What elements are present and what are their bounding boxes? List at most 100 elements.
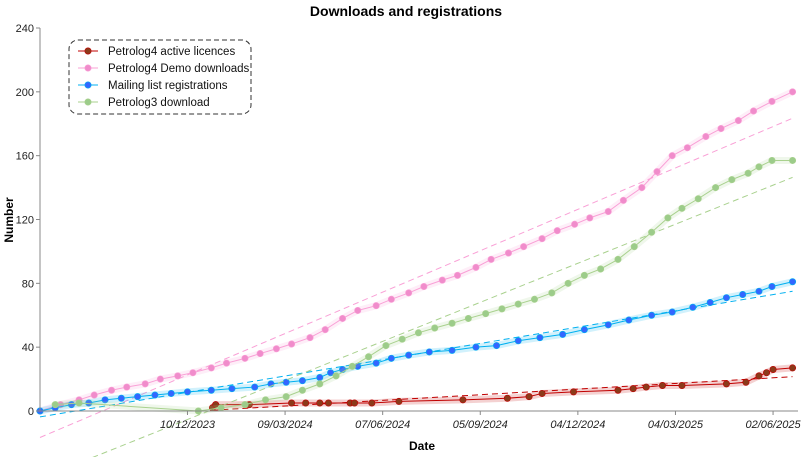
series-line	[39, 281, 793, 412]
data-point	[482, 310, 490, 318]
data-point	[141, 380, 149, 388]
data-point	[156, 375, 164, 383]
trend-line	[212, 376, 793, 411]
legend-swatch-marker	[84, 47, 92, 55]
data-point	[282, 378, 290, 386]
data-point	[123, 383, 131, 391]
data-point	[755, 163, 763, 171]
data-point	[769, 366, 777, 374]
data-point	[398, 335, 406, 343]
data-point	[189, 369, 197, 377]
data-point	[604, 208, 612, 216]
data-point	[559, 330, 567, 338]
data-point	[514, 337, 522, 345]
data-point	[241, 401, 249, 409]
y-tick-label: 0	[28, 406, 34, 418]
data-point	[151, 391, 159, 399]
data-point	[332, 372, 340, 380]
data-point	[387, 354, 395, 362]
data-point	[316, 399, 324, 407]
data-point	[348, 362, 356, 370]
data-point	[755, 287, 763, 295]
series-glow	[38, 88, 795, 415]
data-point	[256, 350, 264, 358]
data-point	[101, 396, 109, 404]
data-point	[739, 291, 747, 299]
data-point	[387, 295, 395, 303]
data-point	[614, 255, 622, 263]
data-point	[564, 279, 572, 287]
data-point	[706, 298, 714, 306]
x-axis-title: Date	[409, 439, 435, 453]
data-point	[668, 152, 676, 160]
data-point	[717, 125, 725, 133]
data-point	[324, 399, 332, 407]
data-point	[223, 359, 231, 367]
data-point	[755, 372, 763, 380]
data-point	[789, 156, 797, 164]
data-point	[536, 334, 544, 342]
data-point	[548, 289, 556, 297]
data-point	[288, 340, 296, 348]
data-point	[365, 353, 373, 361]
legend-swatch-marker	[84, 64, 92, 72]
series-group	[36, 278, 797, 418]
data-point	[327, 369, 335, 377]
data-point	[372, 359, 380, 367]
data-point	[272, 345, 280, 353]
legend-label: Petrolog4 active licences	[108, 46, 235, 58]
data-point	[789, 364, 797, 372]
data-point	[183, 388, 191, 396]
data-point	[316, 380, 324, 388]
data-point	[228, 385, 236, 393]
trend-line	[39, 117, 793, 438]
x-tick-label: 02/06/2025	[746, 419, 802, 431]
y-tick-label: 240	[16, 23, 34, 35]
data-point	[306, 334, 314, 342]
data-point	[514, 300, 522, 308]
data-point	[395, 397, 403, 405]
data-point	[108, 386, 116, 394]
data-point	[504, 249, 512, 257]
data-point	[580, 326, 588, 334]
data-point	[763, 369, 771, 377]
data-point	[321, 326, 329, 334]
data-point	[472, 343, 480, 351]
data-point	[648, 228, 656, 236]
data-point	[453, 271, 461, 279]
y-tick-label: 160	[16, 151, 34, 163]
x-tick-label: 04/12/2024	[550, 419, 605, 431]
data-point	[251, 383, 259, 391]
data-point	[339, 314, 347, 322]
chart-title: Downloads and registrations	[310, 3, 502, 19]
data-point	[570, 388, 578, 396]
series-group	[208, 364, 797, 412]
data-point	[789, 88, 797, 96]
data-point	[498, 305, 506, 313]
data-point	[174, 372, 182, 380]
data-point	[382, 342, 390, 350]
data-point	[117, 394, 125, 402]
data-point	[653, 168, 661, 176]
series-group	[36, 88, 797, 438]
data-point	[525, 393, 533, 401]
data-point	[51, 401, 59, 409]
series-glow	[39, 278, 794, 415]
data-point	[493, 342, 501, 350]
y-axis-title: Number	[2, 197, 16, 243]
data-point	[217, 404, 225, 412]
legend-box	[68, 39, 252, 115]
data-point	[134, 393, 142, 401]
x-tick-label: 04/03/2025	[648, 419, 704, 431]
data-point	[414, 329, 422, 337]
y-axis-ticks: 0 40 80 120 160 200 240	[16, 23, 40, 418]
data-point	[604, 321, 612, 329]
data-point	[405, 289, 413, 297]
x-tick-label: 07/06/2024	[355, 419, 410, 431]
x-tick-label: 10/12/2023	[160, 419, 216, 431]
data-point	[354, 306, 362, 314]
legend-label: Petrolog3 download	[108, 97, 210, 109]
trend-line	[39, 290, 793, 418]
data-point	[372, 302, 380, 310]
data-point	[405, 351, 413, 359]
